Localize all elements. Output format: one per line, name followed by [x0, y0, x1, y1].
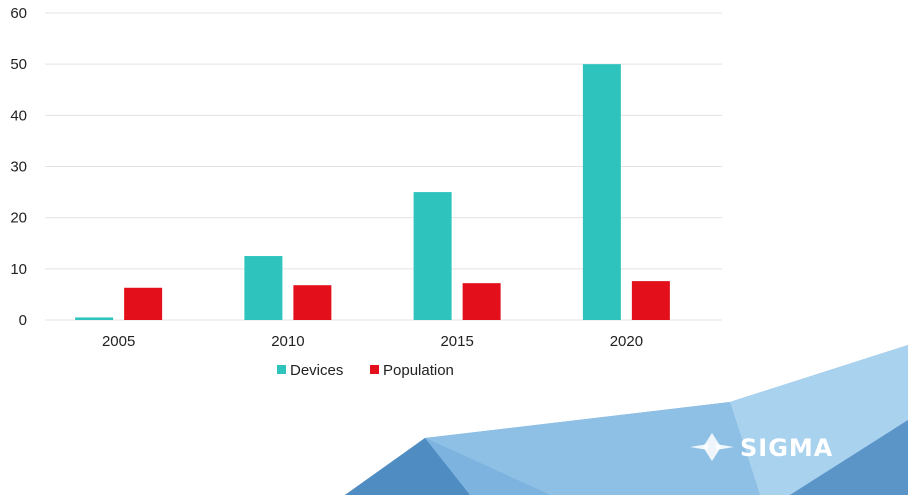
bar-population-2005 [124, 287, 163, 320]
y-tick-label: 40 [10, 107, 27, 124]
y-tick-label: 0 [19, 312, 27, 329]
bar-devices-2005 [75, 317, 114, 320]
y-tick-label: 50 [10, 56, 27, 73]
y-tick-label: 20 [10, 210, 27, 227]
legend-label-devices: Devices [290, 362, 343, 379]
x-tick-label: 2010 [271, 333, 304, 350]
x-axis-ticks: 2005 2010 2015 2020 [102, 333, 643, 350]
background-decoration [345, 345, 908, 495]
sigma-logo: SIGMA [690, 433, 833, 462]
bar-devices-2010 [244, 256, 283, 320]
sigma-diamond-logo-icon [690, 433, 734, 461]
y-tick-label: 10 [10, 261, 27, 278]
x-tick-label: 2015 [440, 333, 473, 350]
legend: Devices Population [277, 362, 454, 379]
legend-swatch-population [370, 365, 379, 374]
bars [75, 64, 670, 321]
legend-swatch-devices [277, 365, 286, 374]
sigma-logo-text: SIGMA [740, 434, 833, 462]
x-tick-label: 2005 [102, 333, 135, 350]
y-tick-label: 60 [10, 5, 27, 22]
x-tick-label: 2020 [610, 333, 643, 350]
y-tick-label: 30 [10, 159, 27, 176]
bar-devices-2020 [582, 64, 621, 321]
bar-devices-2015 [413, 192, 452, 320]
bar-population-2010 [293, 285, 332, 320]
bar-population-2015 [462, 283, 501, 320]
legend-label-population: Population [383, 362, 454, 379]
y-axis-ticks: 0 10 20 30 40 50 60 [10, 5, 27, 329]
bar-population-2020 [631, 281, 670, 320]
